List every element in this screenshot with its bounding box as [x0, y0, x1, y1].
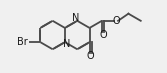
Text: Br: Br	[17, 37, 28, 47]
Text: N: N	[72, 13, 79, 23]
Text: O: O	[99, 30, 107, 40]
Text: N: N	[63, 39, 70, 49]
Text: O: O	[87, 51, 94, 61]
Text: O: O	[112, 16, 120, 26]
